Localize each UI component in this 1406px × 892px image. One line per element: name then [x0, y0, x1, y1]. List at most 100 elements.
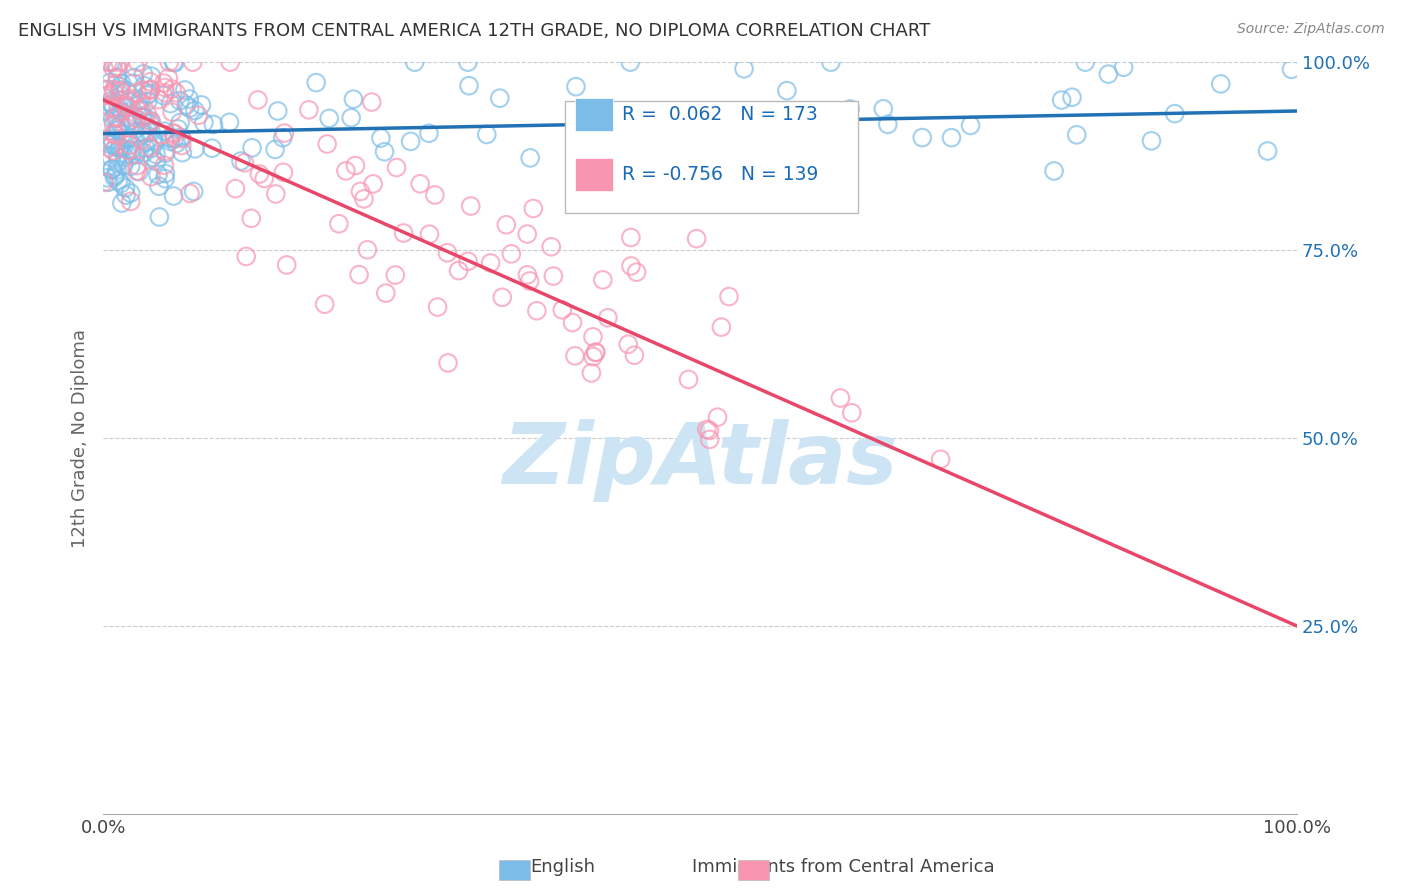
Point [93, 82, 115, 96]
Point [1050, 93, 1073, 107]
Point [136, 107, 159, 121]
Point [162, 189, 184, 203]
Point [128, 98, 150, 112]
Point [105, 162, 128, 177]
Point [117, 95, 139, 109]
Point [167, 122, 190, 136]
Point [145, 154, 167, 169]
Point [108, 93, 131, 107]
Point [107, 104, 129, 119]
Point [111, 141, 134, 155]
Point [240, 141, 263, 155]
Point [561, 316, 583, 330]
Point [564, 349, 586, 363]
Point [149, 128, 172, 142]
Point [125, 112, 148, 126]
Point [94, 88, 117, 103]
Point [105, 111, 128, 125]
Point [623, 348, 645, 362]
Point [399, 135, 422, 149]
Point [565, 79, 588, 94]
Point [318, 112, 340, 126]
Point [104, 78, 127, 92]
Point [273, 126, 295, 140]
Point [159, 134, 181, 148]
Point [108, 141, 131, 155]
Point [620, 230, 643, 244]
Text: R =  0.062   N = 173: R = 0.062 N = 173 [623, 105, 818, 124]
Point [349, 185, 371, 199]
Point [93, 176, 115, 190]
Point [165, 136, 187, 151]
Point [174, 98, 197, 112]
Point [1112, 60, 1135, 74]
Point [121, 147, 143, 161]
Point [340, 111, 363, 125]
Point [132, 78, 155, 93]
Point [139, 169, 162, 184]
Point [181, 55, 204, 70]
Point [98, 137, 121, 152]
Point [356, 243, 378, 257]
Point [141, 69, 163, 83]
Point [122, 108, 145, 122]
Point [120, 143, 142, 157]
Point [579, 143, 602, 157]
Point [153, 145, 176, 159]
Point [97, 55, 120, 70]
Point [115, 147, 138, 161]
Point [1097, 67, 1119, 81]
Point [134, 145, 156, 160]
Point [101, 162, 124, 177]
Point [170, 131, 193, 145]
Point [118, 138, 141, 153]
Point [271, 130, 294, 145]
Point [114, 100, 136, 114]
Point [103, 118, 125, 132]
Point [120, 159, 142, 173]
Point [837, 103, 859, 118]
Point [360, 95, 382, 109]
Point [585, 345, 607, 359]
Point [305, 76, 328, 90]
Point [120, 91, 142, 105]
Point [162, 55, 184, 70]
Point [97, 82, 120, 96]
Point [335, 164, 357, 178]
Point [148, 179, 170, 194]
Point [152, 88, 174, 103]
Point [114, 181, 136, 195]
Point [426, 300, 449, 314]
Point [111, 128, 134, 142]
Point [519, 274, 541, 288]
Point [457, 254, 479, 268]
Point [107, 100, 129, 114]
Point [110, 76, 132, 90]
Point [103, 55, 125, 70]
Point [108, 83, 131, 97]
Point [458, 78, 481, 93]
Point [117, 111, 139, 125]
Point [876, 117, 898, 131]
Point [128, 94, 150, 108]
Point [911, 130, 934, 145]
Point [97, 175, 120, 189]
Point [129, 125, 152, 139]
Point [105, 120, 128, 135]
Point [342, 92, 364, 106]
Point [103, 85, 125, 99]
Point [163, 131, 186, 145]
Point [224, 181, 246, 195]
Point [100, 150, 122, 164]
Point [418, 227, 440, 242]
Point [872, 102, 894, 116]
Point [128, 164, 150, 178]
Point [179, 92, 201, 106]
Point [522, 202, 544, 216]
Point [384, 268, 406, 282]
Point [662, 146, 685, 161]
Text: ENGLISH VS IMMIGRANTS FROM CENTRAL AMERICA 12TH GRADE, NO DIPLOMA CORRELATION CH: ENGLISH VS IMMIGRANTS FROM CENTRAL AMERI… [18, 22, 931, 40]
Point [104, 169, 127, 183]
Point [110, 84, 132, 98]
Point [138, 125, 160, 139]
